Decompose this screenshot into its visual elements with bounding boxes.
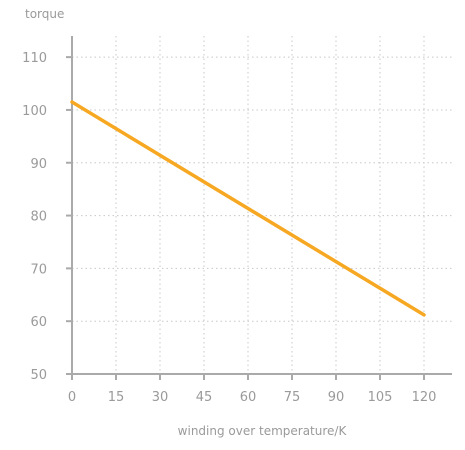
series: [70, 100, 426, 317]
y-tick-label-100: 100: [22, 104, 47, 119]
y-tick-label-80: 80: [30, 210, 47, 225]
x-tick-label-90: 90: [328, 390, 345, 405]
x-tick-label-120: 120: [412, 390, 437, 405]
x-tick-label-60: 60: [240, 390, 257, 405]
y-tick-label-90: 90: [30, 157, 47, 172]
axes: [71, 36, 452, 375]
ticks: 0 15 30 45 60 75 90 105 120 50 60 70 80 90 100 110: [22, 51, 436, 405]
grid: [72, 36, 452, 374]
x-tick-label-105: 105: [368, 390, 393, 405]
y-tick-label-70: 70: [30, 262, 47, 277]
y-axis-title: torque: [25, 7, 64, 21]
x-tick-label-75: 75: [284, 390, 301, 405]
x-axis-title: winding over temperature/K: [178, 424, 348, 438]
y-tick-label-110: 110: [22, 51, 47, 66]
y-tick-label-50: 50: [30, 368, 47, 383]
x-tick-label-30: 30: [152, 390, 169, 405]
x-tick-label-45: 45: [196, 390, 213, 405]
x-tick-label-15: 15: [108, 390, 125, 405]
series-line-0: [70, 100, 426, 317]
y-tick-label-60: 60: [30, 315, 47, 330]
x-tick-label-0: 0: [68, 390, 76, 405]
